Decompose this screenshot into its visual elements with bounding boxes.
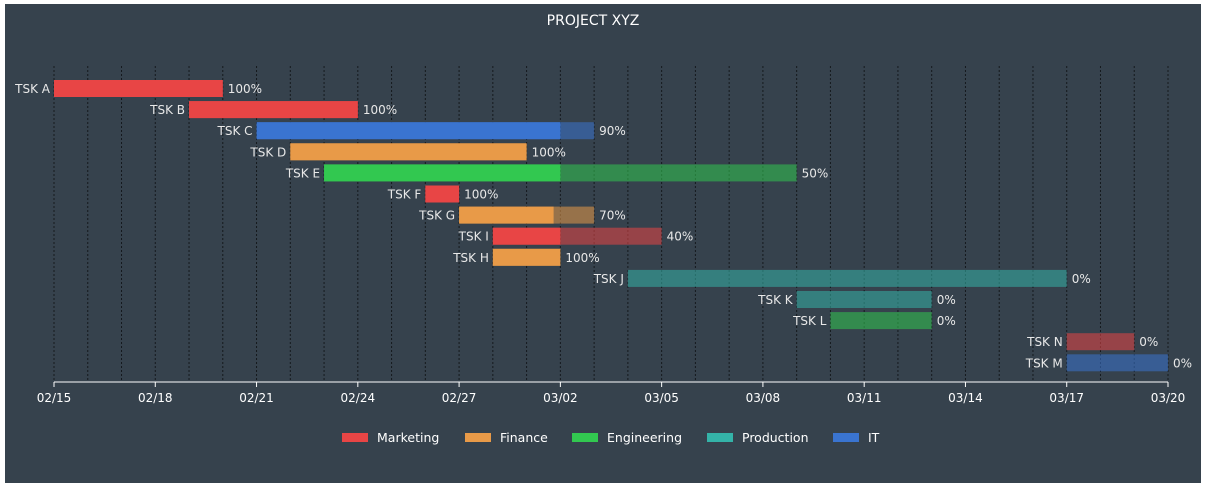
- completion-label: 0%: [1139, 335, 1158, 349]
- task-label: TSK D: [249, 145, 286, 159]
- task-bar-group: TSK N 0%: [1026, 333, 1158, 351]
- task-label: TSK E: [285, 166, 320, 180]
- legend-swatch: [572, 433, 598, 442]
- task-label: TSK M: [1025, 356, 1063, 370]
- task-bar-group: TSK A 100%: [14, 80, 262, 97]
- task-bar-group: TSK I 40%: [458, 227, 694, 245]
- task-bar-group: TSK C 90%: [217, 122, 626, 140]
- completion-label: 50%: [802, 166, 829, 180]
- completion-label: 70%: [599, 209, 626, 223]
- legend-label: Engineering: [607, 430, 682, 445]
- x-tick-label: 03/17: [1049, 391, 1084, 405]
- gantt-chart: PROJECT XYZ TSK A 100%TSK B 100%TSK C 90%TS…: [14, 13, 1192, 445]
- task-bar-group: TSK G 70%: [418, 206, 626, 224]
- task-bar: [627, 269, 1067, 287]
- task-bar-group: TSK L 0%: [792, 312, 956, 330]
- task-label: TSK A: [14, 82, 51, 96]
- grid: [53, 66, 1169, 382]
- task-bar: [830, 312, 932, 330]
- x-tick-label: 03/20: [1151, 391, 1186, 405]
- x-tick-label: 03/11: [847, 391, 882, 405]
- task-label: TSK F: [387, 188, 422, 202]
- task-bar-group: TSK M 0%: [1025, 354, 1192, 372]
- completion-label: 40%: [667, 230, 694, 244]
- x-tick-label: 02/21: [239, 391, 274, 405]
- completion-label: 90%: [599, 124, 626, 138]
- task-bar-group: TSK F 100%: [387, 185, 498, 203]
- x-tick-label: 02/27: [442, 391, 477, 405]
- task-label: TSK B: [149, 103, 185, 117]
- legend-swatch: [707, 433, 733, 442]
- completion-label: 100%: [532, 145, 566, 159]
- legend-swatch: [465, 433, 491, 442]
- task-bar-progress: [324, 164, 561, 182]
- task-bar-group: TSK K 0%: [757, 291, 956, 308]
- task-label: TSK J: [593, 272, 624, 286]
- completion-label: 100%: [464, 188, 498, 202]
- legend-swatch: [342, 433, 368, 442]
- x-tick-label: 03/02: [543, 391, 578, 405]
- chart-title: PROJECT XYZ: [547, 13, 640, 29]
- bars: TSK A 100% TSK B 100% TSK C 90% TSK D 100% TSK E…: [14, 80, 1192, 372]
- task-bar-progress: [492, 227, 561, 245]
- task-bar-progress: [54, 80, 223, 97]
- completion-label: 0%: [937, 293, 956, 307]
- task-bar-group: TSK H 100%: [452, 248, 600, 266]
- task-bar-progress: [290, 143, 527, 161]
- task-bar-group: TSK B 100%: [149, 101, 397, 119]
- task-bar-progress: [459, 206, 554, 224]
- task-label: TSK K: [757, 293, 794, 307]
- x-tick-label: 02/18: [138, 391, 173, 405]
- task-bar-progress: [189, 101, 358, 119]
- task-bar: [1066, 354, 1168, 372]
- chart-panel: PROJECT XYZ TSK A 100% TSK B 100% TSK C 90% TS…: [5, 4, 1201, 483]
- task-bar-group: TSK J 0%: [593, 269, 1091, 287]
- task-label: TSK H: [452, 251, 489, 265]
- completion-label: 100%: [363, 103, 397, 117]
- legend-item: Production: [707, 430, 809, 445]
- legend-label: IT: [868, 430, 880, 445]
- task-bar-progress: [256, 122, 561, 140]
- legend-item: Engineering: [572, 430, 682, 445]
- task-label: TSK N: [1026, 335, 1063, 349]
- completion-label: 100%: [565, 251, 599, 265]
- legend-item: IT: [833, 430, 880, 445]
- completion-label: 0%: [1072, 272, 1091, 286]
- task-label: TSK G: [418, 209, 455, 223]
- completion-label: 0%: [1173, 356, 1192, 370]
- task-bar: [796, 291, 932, 308]
- completion-label: 0%: [937, 314, 956, 328]
- completion-label: 100%: [228, 82, 262, 96]
- x-axis: 02/15 02/18 02/21 02/24 02/27 03/02 03/05 03/08…: [37, 381, 1186, 405]
- task-label: TSK L: [792, 314, 827, 328]
- legend-label: Production: [742, 430, 809, 445]
- x-tick-label: 02/24: [341, 391, 376, 405]
- x-tick-label: 03/14: [948, 391, 983, 405]
- task-bar-group: TSK D 100%: [249, 143, 566, 161]
- legend-label: Marketing: [377, 430, 439, 445]
- legend-item: Marketing: [342, 430, 439, 445]
- task-bar-progress: [425, 185, 460, 203]
- legend: Marketing Finance Engineering Production IT: [342, 430, 880, 445]
- task-label: TSK C: [217, 124, 253, 138]
- legend-item: Finance: [465, 430, 548, 445]
- task-bar-progress: [492, 248, 561, 266]
- task-bar: [1066, 333, 1135, 351]
- legend-swatch: [833, 433, 859, 442]
- task-bar-group: TSK E 50%: [285, 164, 829, 182]
- x-tick-label: 03/05: [644, 391, 679, 405]
- task-label: TSK I: [458, 230, 489, 244]
- x-tick-label: 02/15: [37, 391, 72, 405]
- legend-label: Finance: [500, 430, 548, 445]
- x-tick-label: 03/08: [746, 391, 781, 405]
